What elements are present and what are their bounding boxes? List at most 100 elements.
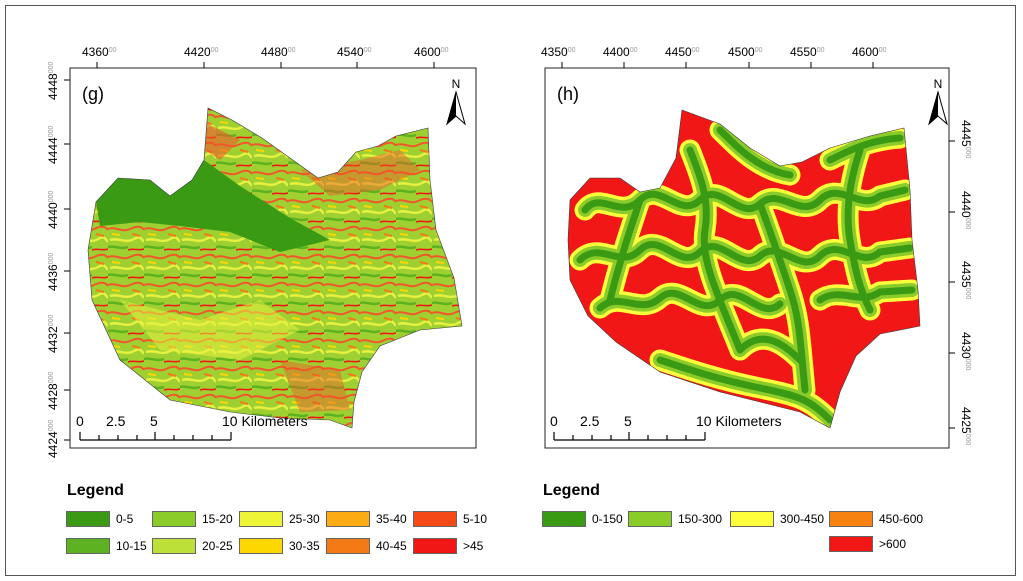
scale-label: 0 xyxy=(550,413,558,429)
tick-sup: 000 xyxy=(964,218,971,230)
svg-text:454000: 454000 xyxy=(337,45,372,59)
svg-text:4428000: 4428000 xyxy=(46,372,60,410)
tick-label: 4600 xyxy=(852,45,879,59)
tick-label: 4360 xyxy=(82,45,109,59)
legend-label: 20-25 xyxy=(202,539,233,553)
tick-label: 4500 xyxy=(728,45,755,59)
tick-sup: 000 xyxy=(48,420,55,432)
tick-sup: 00 xyxy=(817,47,825,54)
tick-sup: 00 xyxy=(109,47,117,54)
north-arrow-icon-g: N xyxy=(446,77,466,126)
tick-label: 4435 xyxy=(959,261,973,288)
panel-label-h: (h) xyxy=(557,84,579,104)
scalebar-g: 0 2.5 5 10 Kilometers xyxy=(76,413,308,441)
legend-label: 10-15 xyxy=(116,539,147,553)
tick-sup: 000 xyxy=(48,191,55,203)
legend-swatch xyxy=(628,511,672,527)
legend-label: 0-150 xyxy=(592,512,623,526)
tick-label: 4420 xyxy=(184,45,211,59)
legend-swatch xyxy=(239,538,283,554)
tick-label: 4400 xyxy=(603,45,630,59)
legend-item: 0-5 xyxy=(66,510,133,528)
legend-label: 150-300 xyxy=(678,512,723,526)
legend-swatch xyxy=(239,511,283,527)
legend-label: 450-600 xyxy=(879,512,924,526)
tick-sup: 00 xyxy=(692,47,700,54)
legend-swatch xyxy=(152,511,196,527)
legend-item: 40-45 xyxy=(326,537,407,555)
side-ticks-g: 4448000 4444000 4440000 4436000 4432000 … xyxy=(46,62,70,458)
tick-sup: 00 xyxy=(630,47,638,54)
panel-label-g: (g) xyxy=(82,84,104,104)
distance-raster-h xyxy=(568,110,920,428)
north-label-h: N xyxy=(934,77,943,91)
legend-label: 35-40 xyxy=(376,512,407,526)
legend-item: >45 xyxy=(413,537,483,555)
tick-label: 4444 xyxy=(46,137,60,164)
legend-swatch xyxy=(326,511,370,527)
tick-sup: 000 xyxy=(48,315,55,327)
legend-swatch xyxy=(66,511,110,527)
legend-label: 15-20 xyxy=(202,512,233,526)
tick-label: 4432 xyxy=(46,326,60,353)
svg-text:445000: 445000 xyxy=(665,45,700,59)
legend-item: 150-300 xyxy=(628,510,722,528)
legend-item: 25-30 xyxy=(239,510,320,528)
tick-sup: 00 xyxy=(441,47,449,54)
legend-item: 300-450 xyxy=(730,510,824,528)
legend-item: 10-15 xyxy=(66,537,147,555)
tick-label: 4430 xyxy=(959,332,973,359)
svg-text:4440000: 4440000 xyxy=(959,191,973,229)
tick-label: 4440 xyxy=(959,191,973,218)
legend-item: 15-20 xyxy=(152,510,233,528)
legend-swatch xyxy=(730,511,774,527)
north-arrow-icon-h: N xyxy=(928,77,948,126)
tick-sup: 00 xyxy=(211,47,219,54)
tick-label: 4440 xyxy=(46,202,60,229)
tick-sup: 000 xyxy=(964,359,971,371)
legend-item: >600 xyxy=(829,535,906,553)
legend-item: 5-10 xyxy=(413,510,487,528)
tick-label: 4425 xyxy=(959,407,973,434)
tick-sup: 000 xyxy=(48,126,55,138)
tick-label: 4550 xyxy=(790,45,817,59)
legend-label: 300-450 xyxy=(780,512,825,526)
legend-swatch xyxy=(413,538,457,554)
tick-sup: 00 xyxy=(879,47,887,54)
svg-text:4432000: 4432000 xyxy=(46,315,60,353)
legend-swatch xyxy=(542,511,586,527)
panel-g xyxy=(69,67,477,449)
legend-label: 40-45 xyxy=(376,539,407,553)
tick-sup: 000 xyxy=(964,147,971,159)
tick-sup: 000 xyxy=(48,62,55,74)
svg-text:4436000: 4436000 xyxy=(46,253,60,291)
legend-swatch xyxy=(829,511,873,527)
tick-sup: 00 xyxy=(755,47,763,54)
svg-text:450000: 450000 xyxy=(728,45,763,59)
legend-item: 30-35 xyxy=(239,537,320,555)
tick-sup: 00 xyxy=(288,47,296,54)
scale-label: 5 xyxy=(624,413,632,429)
svg-text:4425000: 4425000 xyxy=(959,407,973,445)
top-ticks-h: 435000 440000 445000 450000 455000 46000… xyxy=(541,45,887,68)
tick-sup: 000 xyxy=(48,253,55,265)
tick-label: 4480 xyxy=(261,45,288,59)
svg-text:460000: 460000 xyxy=(414,45,449,59)
scale-label: 2.5 xyxy=(106,413,126,429)
tick-label: 4424 xyxy=(46,431,60,458)
svg-text:4444000: 4444000 xyxy=(46,126,60,164)
legend-item: 450-600 xyxy=(829,510,923,528)
tick-label: 4436 xyxy=(46,264,60,291)
legend-label: 30-35 xyxy=(289,539,320,553)
tick-label: 4445 xyxy=(959,120,973,147)
svg-text:435000: 435000 xyxy=(541,45,576,59)
svg-text:4445000: 4445000 xyxy=(959,120,973,158)
scale-label: 0 xyxy=(76,413,84,429)
tick-label: 4448 xyxy=(46,73,60,100)
svg-text:4448000: 4448000 xyxy=(46,62,60,100)
legend-swatch xyxy=(66,538,110,554)
legend-item: 20-25 xyxy=(152,537,233,555)
svg-text:442000: 442000 xyxy=(184,45,219,59)
legend-label: 0-5 xyxy=(116,512,134,526)
legend-item: 0-150 xyxy=(542,510,623,528)
